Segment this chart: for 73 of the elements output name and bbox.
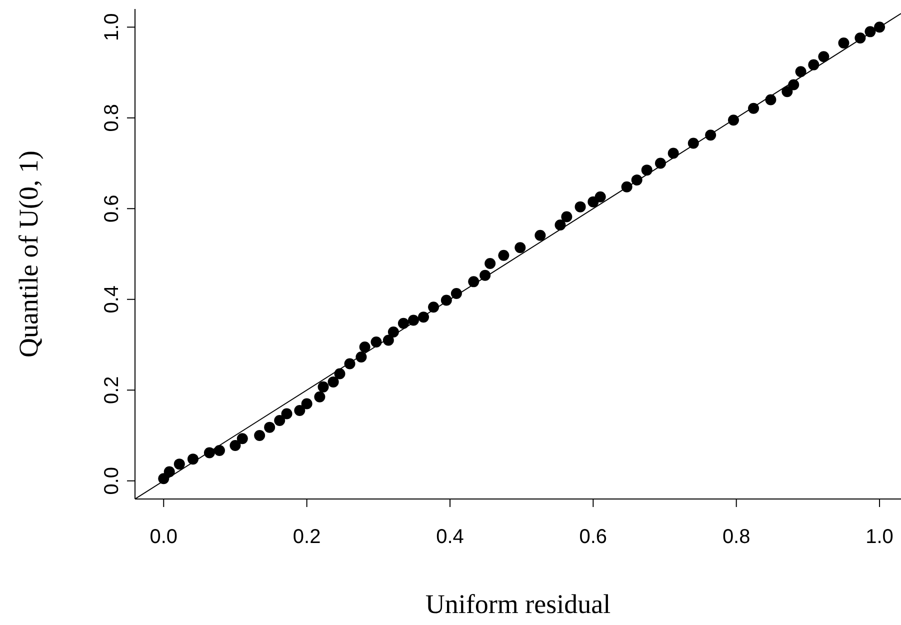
x-tick-label: 0.6 (579, 526, 608, 548)
point (688, 138, 699, 149)
point (654, 158, 666, 169)
point (594, 191, 606, 202)
point (534, 230, 546, 241)
point (782, 86, 793, 98)
point (418, 312, 430, 323)
point (236, 433, 248, 444)
point (204, 447, 215, 458)
point (274, 415, 286, 426)
x-tick-label: 0.0 (150, 526, 178, 548)
point (818, 51, 830, 62)
point (428, 302, 440, 313)
point (344, 358, 356, 370)
point (174, 458, 185, 470)
point (484, 258, 496, 270)
point (328, 376, 339, 388)
point (854, 32, 866, 44)
point (561, 211, 572, 222)
point (728, 114, 739, 126)
point (301, 398, 312, 410)
point (359, 342, 370, 353)
point (314, 391, 326, 402)
point (864, 26, 876, 38)
point (388, 326, 399, 338)
point (795, 66, 806, 78)
point (514, 242, 526, 254)
point (748, 102, 760, 114)
point (621, 181, 632, 192)
y-tick-label: 0.8 (101, 104, 124, 132)
x-tick-label: 1.0 (866, 526, 894, 548)
y-axis-title: Quantile of U(0, 1) (14, 150, 44, 358)
point (468, 276, 480, 288)
point (158, 473, 170, 484)
point (808, 59, 820, 70)
x-tick-label: 0.4 (436, 526, 464, 548)
y-tick-label: 0.2 (101, 376, 124, 404)
point (334, 368, 346, 380)
point (318, 381, 329, 392)
point (641, 164, 652, 176)
point (440, 294, 452, 306)
y-tick-label: 1.0 (101, 13, 124, 42)
point (281, 408, 292, 420)
x-axis-title: Uniform residual (425, 589, 611, 619)
point (705, 130, 716, 141)
point (230, 440, 241, 451)
y-tick-label: 0.4 (101, 285, 124, 314)
y-tick-label: 0.0 (101, 466, 124, 495)
point (164, 466, 175, 478)
point (214, 444, 225, 456)
point (187, 454, 198, 465)
point (264, 422, 276, 433)
x-tick-label: 0.2 (292, 526, 321, 548)
point (574, 201, 586, 212)
point (668, 148, 679, 159)
point (554, 219, 566, 230)
point (765, 94, 776, 106)
point (631, 174, 642, 186)
point (450, 288, 462, 299)
point (480, 270, 491, 281)
point (498, 250, 510, 261)
x-tick-label: 0.8 (722, 526, 750, 548)
point (370, 336, 382, 348)
point (254, 430, 266, 441)
point (398, 318, 409, 329)
point (382, 334, 394, 346)
point (874, 22, 886, 33)
y-tick-label: 0.6 (101, 194, 124, 223)
point (356, 351, 367, 362)
point (788, 79, 800, 90)
point (294, 405, 306, 416)
point (408, 314, 419, 326)
point (838, 38, 850, 49)
